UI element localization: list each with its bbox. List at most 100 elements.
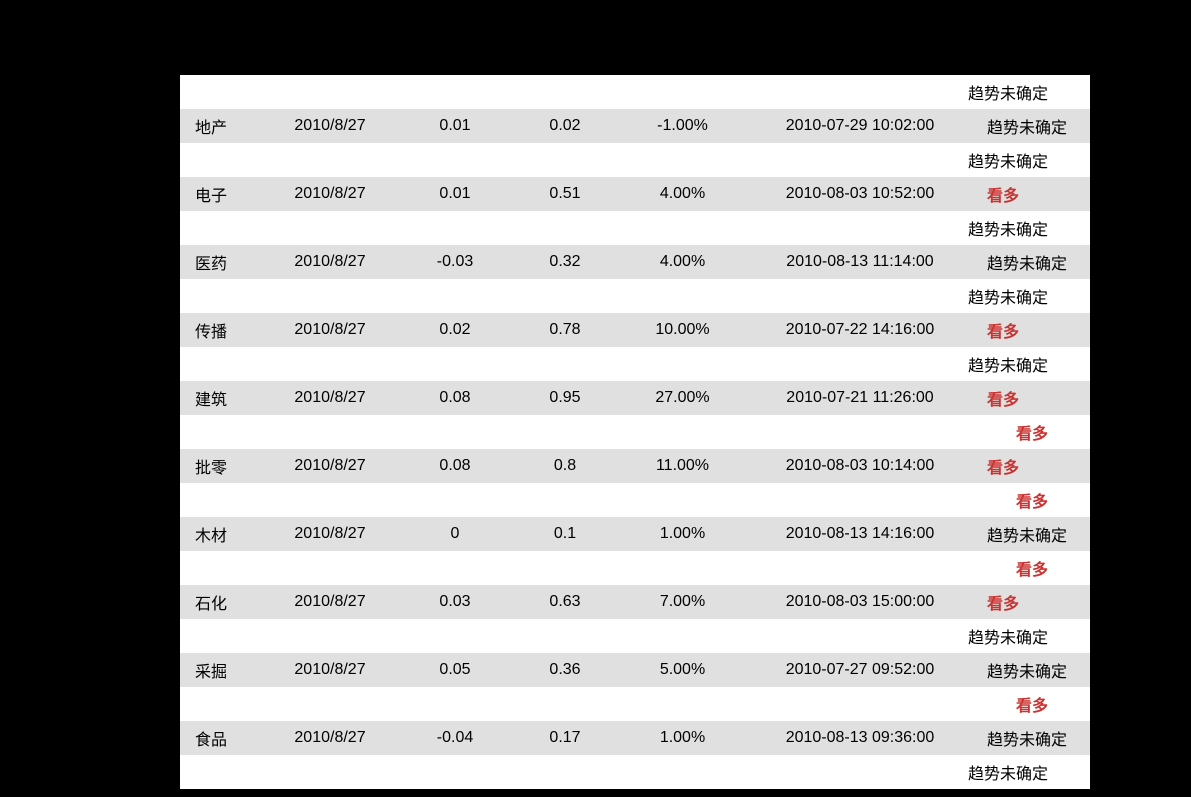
cell-v2: 0.78 <box>510 321 620 339</box>
table-row: 食品2010/8/27-0.040.171.00%2010-08-13 09:3… <box>180 721 1090 755</box>
peek-row: 看多 <box>180 483 1090 517</box>
table-row: 建筑2010/8/270.080.9527.00%2010-07-21 11:2… <box>180 381 1090 415</box>
peek-row: 趋势未确定 <box>180 347 1090 381</box>
cell-status: 趋势未确定 <box>975 250 1090 274</box>
cell-status: 趋势未确定 <box>975 658 1090 682</box>
cell-name: 采掘 <box>180 658 260 682</box>
cell-status: 看多 <box>975 454 1090 478</box>
cell-date: 2010/8/27 <box>260 661 400 679</box>
table-row: 医药2010/8/27-0.030.324.00%2010-08-13 11:1… <box>180 245 1090 279</box>
cell-status: 趋势未确定 <box>975 114 1090 138</box>
table-row: 木材2010/8/2700.11.00%2010-08-13 14:16:00趋… <box>180 517 1090 551</box>
cell-v2: 0.1 <box>510 525 620 543</box>
cell-name: 地产 <box>180 114 260 138</box>
cell-pct: 5.00% <box>620 661 745 679</box>
cell-name: 传播 <box>180 318 260 342</box>
cell-v1: 0.02 <box>400 321 510 339</box>
peek-status: 趋势未确定 <box>968 624 1090 648</box>
cell-v1: 0.01 <box>400 117 510 135</box>
peek-status: 趋势未确定 <box>968 760 1090 784</box>
cell-datetime: 2010-07-29 10:02:00 <box>745 117 975 135</box>
cell-v2: 0.8 <box>510 457 620 475</box>
cell-pct: 11.00% <box>620 457 745 475</box>
peek-status: 趋势未确定 <box>968 216 1090 240</box>
cell-datetime: 2010-08-13 14:16:00 <box>745 525 975 543</box>
peek-status: 趋势未确定 <box>968 80 1090 104</box>
cell-name: 建筑 <box>180 386 260 410</box>
cell-v1: -0.04 <box>400 729 510 747</box>
table-row: 传播2010/8/270.020.7810.00%2010-07-22 14:1… <box>180 313 1090 347</box>
cell-datetime: 2010-08-03 10:14:00 <box>745 457 975 475</box>
cell-date: 2010/8/27 <box>260 729 400 747</box>
peek-row: 趋势未确定 <box>180 619 1090 653</box>
cell-pct: 10.00% <box>620 321 745 339</box>
table-row: 电子2010/8/270.010.514.00%2010-08-03 10:52… <box>180 177 1090 211</box>
cell-datetime: 2010-07-22 14:16:00 <box>745 321 975 339</box>
cell-date: 2010/8/27 <box>260 593 400 611</box>
cell-name: 石化 <box>180 590 260 614</box>
cell-date: 2010/8/27 <box>260 525 400 543</box>
cell-pct: 4.00% <box>620 253 745 271</box>
cell-date: 2010/8/27 <box>260 457 400 475</box>
cell-v2: 0.32 <box>510 253 620 271</box>
table-row: 地产2010/8/270.010.02-1.00%2010-07-29 10:0… <box>180 109 1090 143</box>
cell-v1: 0.03 <box>400 593 510 611</box>
peek-status: 看多 <box>1016 692 1090 716</box>
peek-status: 趋势未确定 <box>968 148 1090 172</box>
peek-row: 看多 <box>180 415 1090 449</box>
cell-date: 2010/8/27 <box>260 321 400 339</box>
cell-v2: 0.02 <box>510 117 620 135</box>
cell-v2: 0.63 <box>510 593 620 611</box>
cell-v2: 0.51 <box>510 185 620 203</box>
cell-status: 看多 <box>975 318 1090 342</box>
cell-status: 趋势未确定 <box>975 522 1090 546</box>
cell-v1: 0 <box>400 525 510 543</box>
cell-date: 2010/8/27 <box>260 253 400 271</box>
cell-name: 食品 <box>180 726 260 750</box>
cell-name: 木材 <box>180 522 260 546</box>
cell-status: 看多 <box>975 182 1090 206</box>
peek-row: 趋势未确定 <box>180 211 1090 245</box>
peek-row: 趋势未确定 <box>180 75 1090 109</box>
cell-v1: 0.08 <box>400 457 510 475</box>
cell-status: 趋势未确定 <box>975 726 1090 750</box>
cell-date: 2010/8/27 <box>260 117 400 135</box>
cell-v2: 0.36 <box>510 661 620 679</box>
cell-date: 2010/8/27 <box>260 185 400 203</box>
cell-pct: -1.00% <box>620 117 745 135</box>
cell-v2: 0.95 <box>510 389 620 407</box>
cell-datetime: 2010-07-21 11:26:00 <box>745 389 975 407</box>
data-table: 趋势未确定地产2010/8/270.010.02-1.00%2010-07-29… <box>180 75 1090 789</box>
cell-status: 看多 <box>975 590 1090 614</box>
cell-name: 医药 <box>180 250 260 274</box>
cell-pct: 1.00% <box>620 525 745 543</box>
cell-datetime: 2010-08-13 11:14:00 <box>745 253 975 271</box>
cell-v1: -0.03 <box>400 253 510 271</box>
cell-datetime: 2010-08-03 15:00:00 <box>745 593 975 611</box>
cell-v2: 0.17 <box>510 729 620 747</box>
peek-row: 看多 <box>180 687 1090 721</box>
cell-pct: 4.00% <box>620 185 745 203</box>
cell-name: 批零 <box>180 454 260 478</box>
peek-status: 趋势未确定 <box>968 284 1090 308</box>
peek-row: 趋势未确定 <box>180 755 1090 789</box>
cell-v1: 0.08 <box>400 389 510 407</box>
cell-v1: 0.05 <box>400 661 510 679</box>
cell-pct: 27.00% <box>620 389 745 407</box>
peek-status: 看多 <box>1016 488 1090 512</box>
table-row: 批零2010/8/270.080.811.00%2010-08-03 10:14… <box>180 449 1090 483</box>
cell-datetime: 2010-07-27 09:52:00 <box>745 661 975 679</box>
cell-pct: 1.00% <box>620 729 745 747</box>
cell-status: 看多 <box>975 386 1090 410</box>
cell-date: 2010/8/27 <box>260 389 400 407</box>
cell-name: 电子 <box>180 182 260 206</box>
cell-pct: 7.00% <box>620 593 745 611</box>
peek-row: 看多 <box>180 551 1090 585</box>
peek-status: 趋势未确定 <box>968 352 1090 376</box>
table-row: 石化2010/8/270.030.637.00%2010-08-03 15:00… <box>180 585 1090 619</box>
peek-status: 看多 <box>1016 420 1090 444</box>
cell-v1: 0.01 <box>400 185 510 203</box>
table-row: 采掘2010/8/270.050.365.00%2010-07-27 09:52… <box>180 653 1090 687</box>
cell-datetime: 2010-08-13 09:36:00 <box>745 729 975 747</box>
peek-row: 趋势未确定 <box>180 143 1090 177</box>
